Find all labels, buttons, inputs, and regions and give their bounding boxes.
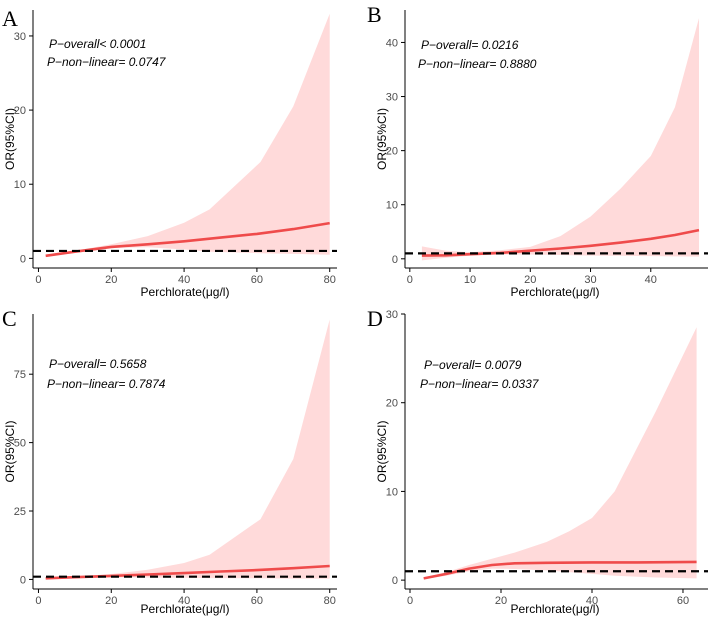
ci-band [45, 319, 330, 579]
y-tick-label: 0 [392, 254, 398, 266]
x-tick-label: 60 [251, 595, 263, 607]
p-value-annotation: P−overall= 0.0216 [421, 38, 519, 52]
y-tick-label: 20 [386, 146, 398, 158]
p-value-annotation: P−non−linear= 0.0337 [420, 377, 540, 391]
x-tick-label: 40 [178, 274, 190, 286]
x-tick-label: 60 [251, 274, 263, 286]
y-tick-label: 10 [14, 179, 26, 191]
x-tick-label: 80 [324, 595, 336, 607]
y-axis-title: OR(95%CI) [375, 108, 389, 170]
x-axis-title: Perchlorate(μg/l) [511, 602, 600, 616]
panel-letter: D [367, 306, 383, 331]
ci-band [45, 13, 330, 257]
ci-band [423, 327, 697, 580]
p-value-annotation: P−non−linear= 0.8880 [418, 57, 537, 71]
x-tick-label: 0 [35, 274, 41, 286]
p-value-annotation: P−overall= 0.5658 [49, 357, 147, 371]
x-tick-label: 60 [677, 595, 689, 607]
x-tick-label: 0 [407, 274, 413, 286]
y-tick-label: 30 [386, 92, 398, 104]
y-tick-label: 25 [14, 506, 26, 518]
y-tick-label: 75 [14, 369, 26, 381]
x-tick-label: 40 [178, 595, 190, 607]
panel-c: 0 20 40 60 80 0 25 50 75 Perchlorate(μg/l) OR(95%C… [2, 306, 337, 616]
or-curve [423, 560, 697, 580]
x-axis-title: Perchlorate(μg/l) [141, 602, 230, 616]
y-axis-title: OR(95%CI) [375, 420, 389, 482]
panel-letter: C [2, 306, 17, 331]
panel-a: 0 20 40 60 80 0 10 20 30 Perchlorate(μg/l) OR(95%C… [2, 6, 337, 299]
x-tick-label: 80 [324, 274, 336, 286]
y-tick-label: 0 [392, 575, 398, 587]
y-axis-title: OR(95%CI) [3, 420, 17, 482]
x-axis-title: Perchlorate(μg/l) [141, 285, 230, 299]
ci-band [421, 18, 699, 261]
x-tick-label: 40 [586, 595, 598, 607]
y-tick-label: 20 [14, 105, 26, 117]
x-tick-label: 30 [584, 274, 596, 286]
p-value-annotation: P−overall< 0.0001 [49, 37, 146, 51]
x-tick-label: 0 [35, 595, 41, 607]
y-tick-label: 10 [386, 486, 398, 498]
x-axis-title: Perchlorate(μg/l) [511, 285, 600, 299]
x-tick-label: 10 [464, 274, 476, 286]
y-tick-label: 20 [386, 398, 398, 410]
x-tick-label: 20 [495, 595, 507, 607]
y-tick-label: 40 [386, 37, 398, 49]
y-tick-label: 0 [20, 574, 26, 586]
panel-b: 0 10 20 30 40 0 10 20 30 40 Perchlorate(μg/l) OR(95… [367, 2, 708, 299]
x-tick-label: 20 [105, 595, 117, 607]
y-tick-label: 30 [386, 309, 398, 321]
panel-letter: A [2, 6, 18, 31]
or-curve [421, 228, 700, 257]
y-tick-label: 10 [386, 200, 398, 212]
x-tick-label: 0 [407, 595, 413, 607]
x-tick-label: 40 [645, 274, 657, 286]
panel-d: 0 20 40 60 0 10 20 30 Perchlorate(μg/l) OR(95%CI)… [367, 306, 708, 616]
y-tick-label: 50 [14, 438, 26, 450]
panel-letter: B [367, 2, 382, 27]
x-tick-label: 20 [105, 274, 117, 286]
p-value-annotation: P−non−linear= 0.0747 [47, 55, 167, 69]
y-axis-title: OR(95%CI) [3, 108, 17, 170]
y-tick-label: 30 [14, 31, 26, 43]
p-value-annotation: P−non−linear= 0.7874 [47, 377, 166, 391]
x-tick-label: 20 [524, 274, 536, 286]
y-tick-label: 0 [20, 253, 26, 265]
p-value-annotation: P−overall= 0.0079 [424, 358, 522, 372]
